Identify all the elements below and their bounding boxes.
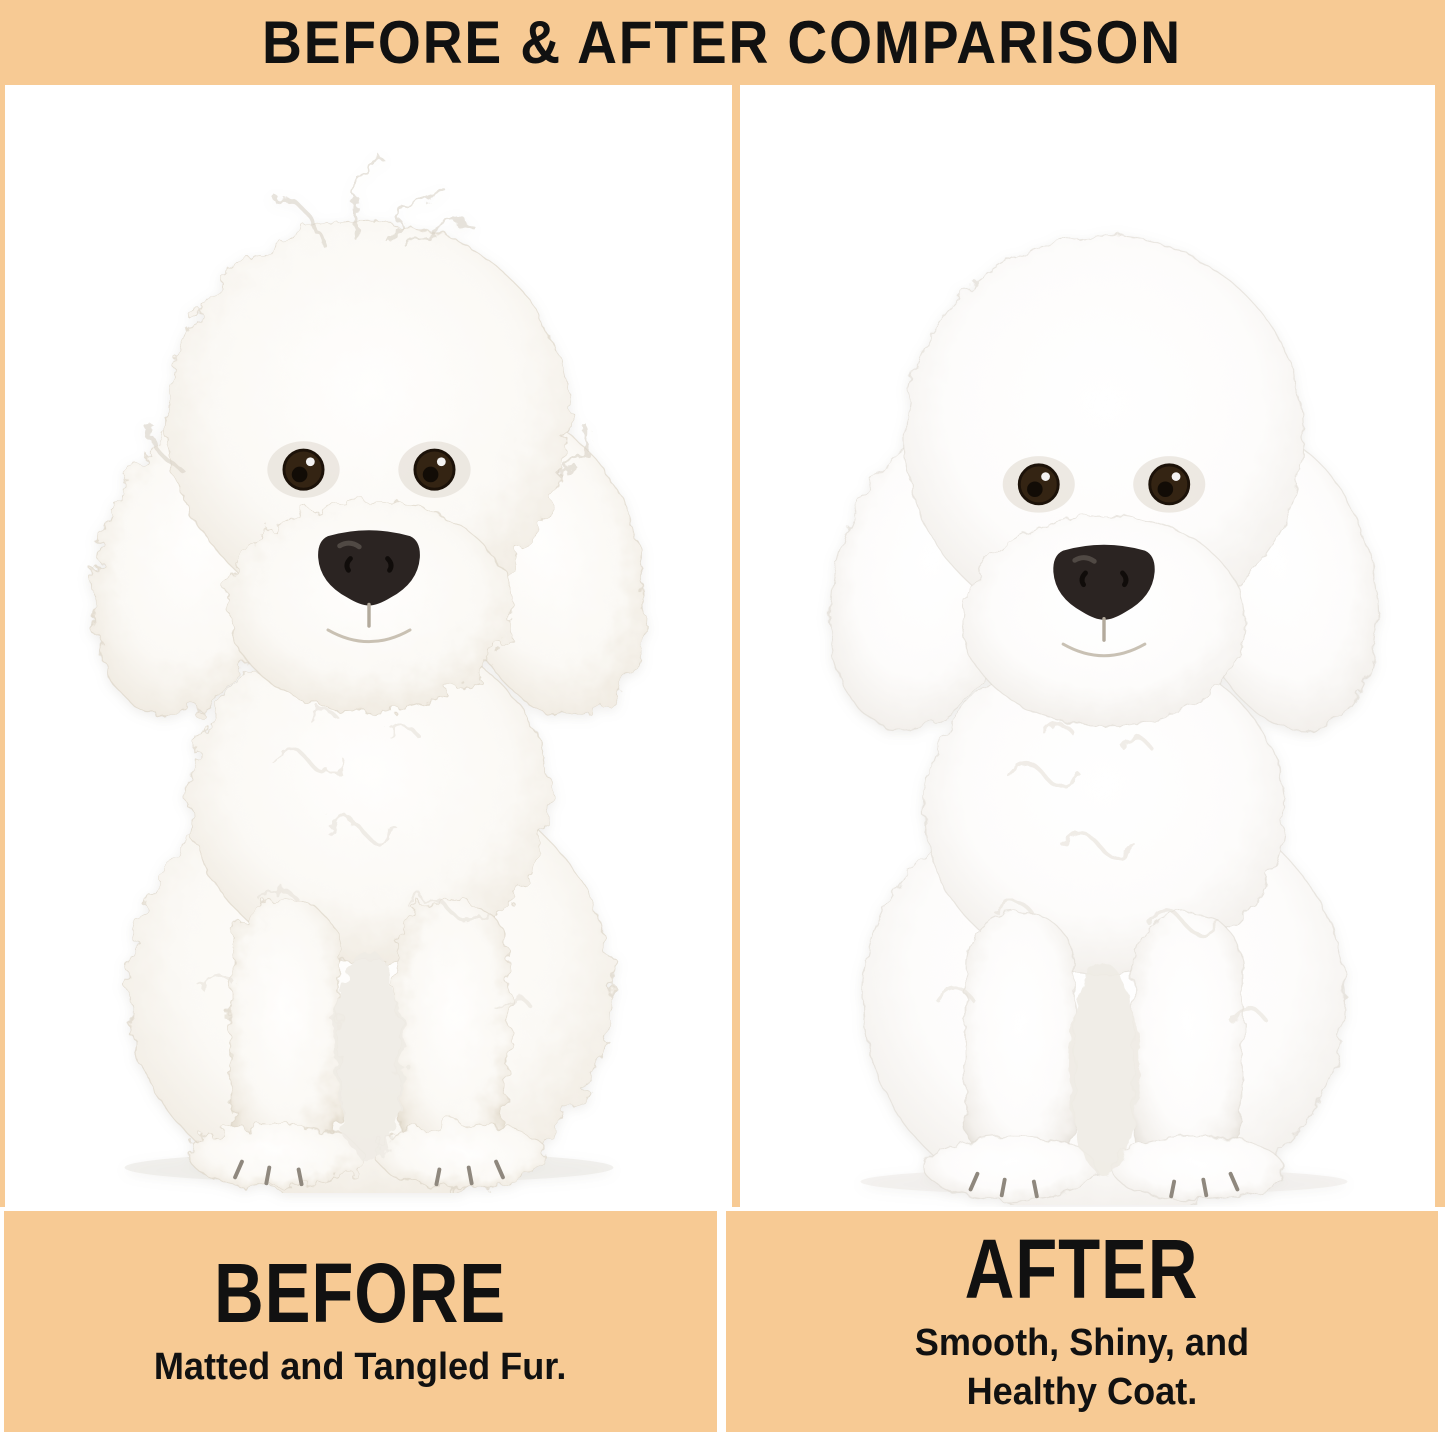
before-label: BEFORE bbox=[214, 1246, 507, 1341]
after-caption-line-2: Healthy Coat. bbox=[966, 1370, 1198, 1413]
page-title: BEFORE & AFTER COMPARISON bbox=[262, 9, 1183, 76]
label-row: BEFORE Matted and Tangled Fur. AFTER Smo… bbox=[0, 1207, 1445, 1445]
flyaway-fur-wisps bbox=[147, 158, 591, 478]
dog-fur-silhouette bbox=[65, 158, 672, 1193]
dog-fur-silhouette bbox=[801, 235, 1406, 1205]
photo-row bbox=[0, 85, 1445, 1207]
before-caption-line: Matted and Tangled Fur. bbox=[153, 1346, 567, 1389]
after-label-box: AFTER Smooth, Shiny, and Healthy Coat. bbox=[725, 1211, 1438, 1432]
after-caption: Smooth, Shiny, and Healthy Coat. bbox=[915, 1319, 1249, 1416]
after-photo-panel bbox=[740, 85, 1435, 1207]
matted-dog-image bbox=[65, 158, 672, 1193]
before-photo-panel bbox=[5, 85, 732, 1207]
before-label-box: BEFORE Matted and Tangled Fur. bbox=[4, 1211, 717, 1432]
after-caption-line-1: Smooth, Shiny, and bbox=[914, 1321, 1249, 1364]
before-caption: Matted and Tangled Fur. bbox=[154, 1343, 566, 1392]
header-banner: BEFORE & AFTER COMPARISON bbox=[0, 0, 1445, 85]
after-label: AFTER bbox=[964, 1221, 1199, 1316]
groomed-dog-image bbox=[801, 235, 1406, 1205]
